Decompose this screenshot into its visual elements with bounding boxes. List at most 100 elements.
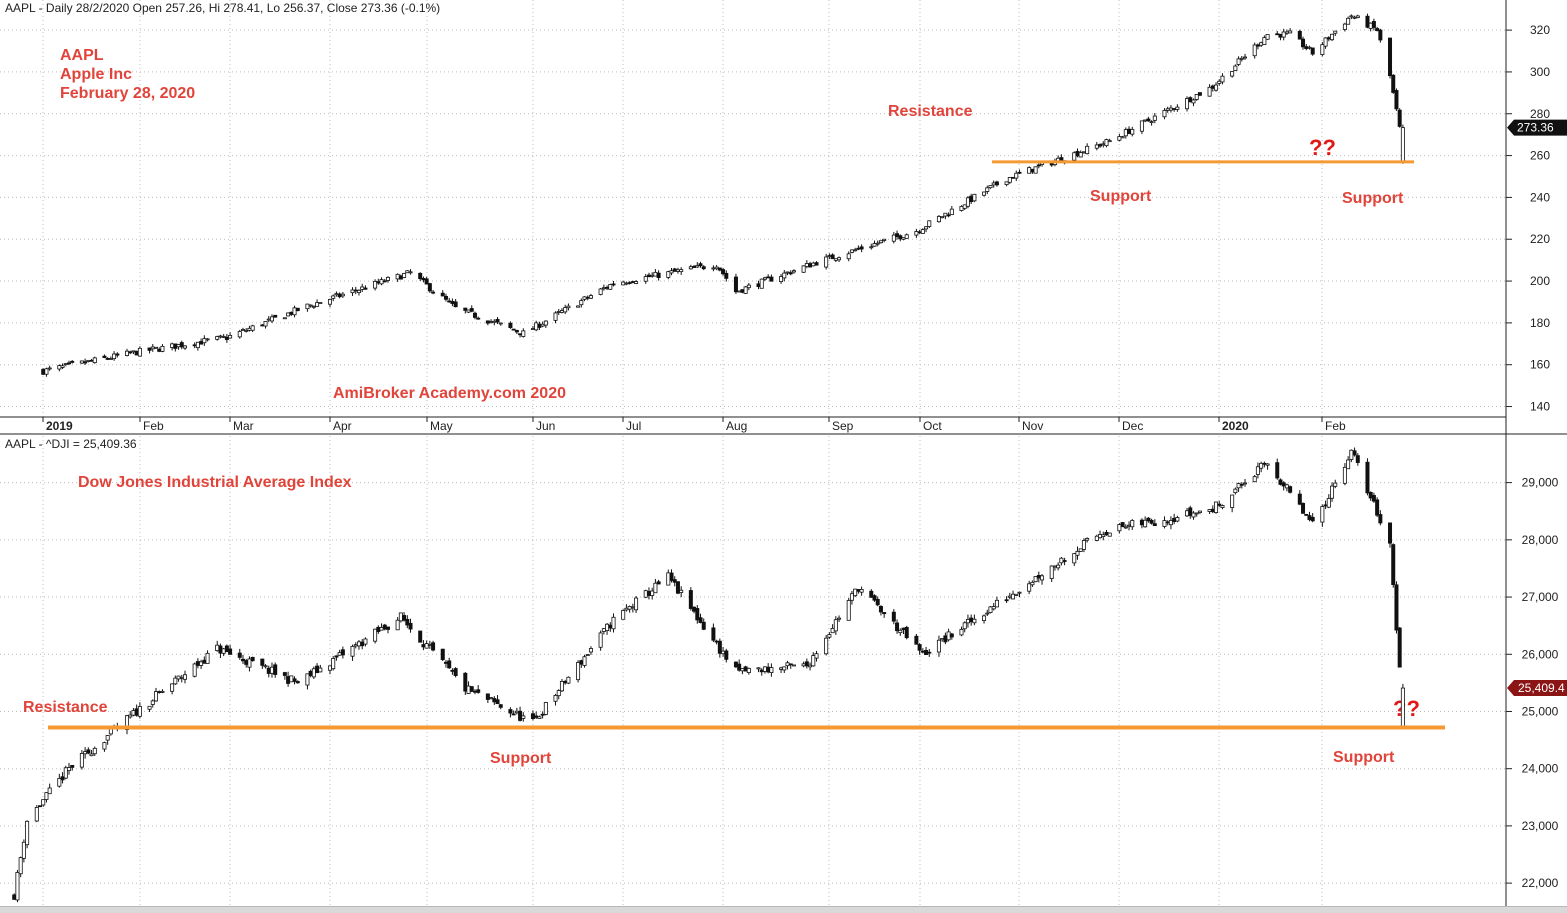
dji-candle bbox=[875, 598, 880, 606]
aapl-candle bbox=[1288, 30, 1293, 34]
dji-candle bbox=[608, 624, 613, 629]
dji-candle bbox=[331, 658, 336, 670]
aapl-candle bbox=[485, 320, 490, 324]
date-axis-label: 2019 bbox=[46, 419, 73, 433]
dji-candle bbox=[1052, 565, 1057, 568]
dji-candle bbox=[1139, 519, 1144, 526]
dji-candle bbox=[318, 667, 323, 673]
aapl-candle bbox=[582, 296, 587, 300]
dji-candle bbox=[395, 619, 400, 631]
aapl-candle bbox=[224, 336, 229, 340]
dji-candle bbox=[1107, 532, 1112, 537]
dji-candle bbox=[1207, 509, 1212, 512]
aapl-candle bbox=[147, 347, 152, 351]
aapl-candle bbox=[1301, 38, 1306, 48]
aapl-candle bbox=[63, 363, 68, 366]
ticker-label: AAPL bbox=[60, 47, 104, 64]
aapl-candle bbox=[315, 302, 320, 307]
aapl-candle bbox=[566, 305, 571, 309]
aapl-y-tick-label: 220 bbox=[1530, 232, 1550, 246]
dji-candle bbox=[1323, 504, 1328, 507]
aapl-candle bbox=[901, 237, 906, 240]
aapl-candle bbox=[1391, 74, 1396, 93]
aapl-candle bbox=[247, 327, 252, 331]
aapl-candle bbox=[112, 353, 117, 360]
dji-candle bbox=[1014, 593, 1019, 596]
dji-candle bbox=[1230, 494, 1235, 508]
aapl-candle bbox=[157, 348, 162, 352]
dji-candle bbox=[791, 664, 796, 667]
dji-candle bbox=[170, 683, 175, 692]
dji-candle bbox=[21, 841, 26, 859]
aapl-candle bbox=[1117, 136, 1122, 141]
date-label: February 28, 2020 bbox=[60, 85, 195, 102]
dji-candle bbox=[1394, 584, 1399, 631]
dji-candle bbox=[982, 615, 987, 621]
aapl-candle bbox=[1036, 164, 1041, 167]
aapl-candle bbox=[337, 293, 342, 298]
dji-candle bbox=[12, 894, 17, 900]
dji-price-axis: 22,000 23,000 24,000 25,000 26,000 27,000 28,0… bbox=[1506, 476, 1559, 890]
aapl-candle bbox=[282, 317, 287, 320]
aapl-candle bbox=[788, 272, 793, 275]
dji-candle bbox=[402, 615, 407, 621]
dji-candle bbox=[563, 681, 568, 684]
dji-candle bbox=[675, 581, 680, 594]
aapl-candle bbox=[1233, 65, 1238, 71]
dji-candle bbox=[692, 606, 697, 612]
aapl-candle bbox=[1320, 44, 1325, 55]
aapl-candle bbox=[1191, 99, 1196, 104]
aapl-candle bbox=[228, 334, 233, 339]
dji-candle bbox=[724, 650, 729, 660]
aapl-candle bbox=[134, 350, 139, 356]
aapl-y-tick-label: 140 bbox=[1530, 400, 1550, 414]
aapl-candle bbox=[782, 272, 787, 279]
aapl-candle bbox=[92, 357, 97, 364]
dji-candle bbox=[601, 628, 606, 632]
dji-candle bbox=[733, 661, 738, 668]
aapl-candle bbox=[221, 336, 226, 338]
aapl-candle bbox=[1239, 57, 1244, 60]
dji-candle bbox=[266, 667, 271, 674]
aapl-candle bbox=[791, 270, 796, 273]
dji-candle bbox=[160, 690, 165, 693]
dji-candle bbox=[431, 642, 436, 651]
dji-candle bbox=[898, 629, 903, 634]
aapl-candle bbox=[57, 365, 62, 370]
aapl-candle bbox=[1307, 46, 1312, 49]
dji-candle bbox=[566, 676, 571, 684]
dji-candle bbox=[131, 710, 136, 716]
dji-candle bbox=[714, 640, 719, 643]
dji-candle bbox=[260, 658, 265, 666]
aapl-candle bbox=[534, 322, 539, 331]
dji-candle bbox=[1168, 520, 1173, 526]
dji-candle bbox=[15, 872, 20, 901]
dji-candle bbox=[1355, 455, 1360, 463]
dji-candle bbox=[202, 659, 207, 664]
dji-candle bbox=[1365, 461, 1370, 494]
aapl-candle bbox=[869, 246, 874, 249]
dji-candle bbox=[576, 662, 581, 681]
date-axis-label: Apr bbox=[333, 419, 352, 433]
dji-candle bbox=[585, 654, 590, 656]
dji-candle bbox=[1165, 521, 1170, 524]
dji-candle bbox=[263, 665, 268, 668]
aapl-candle bbox=[924, 226, 929, 230]
dji-candle bbox=[611, 616, 616, 630]
dji-candle bbox=[240, 658, 245, 662]
dji-candle bbox=[282, 672, 287, 676]
aapl-candle bbox=[1220, 75, 1225, 83]
dji-candle bbox=[824, 637, 829, 655]
aapl-candle bbox=[946, 214, 951, 217]
aapl-candle bbox=[170, 343, 175, 348]
dji-candle bbox=[1191, 512, 1196, 518]
aapl-candle bbox=[453, 301, 458, 308]
sheet-tab-bar[interactable] bbox=[0, 906, 1567, 913]
aapl-candle bbox=[1172, 108, 1177, 110]
dji-candle bbox=[624, 607, 629, 611]
aapl-candle bbox=[1175, 106, 1180, 110]
dji-candle bbox=[450, 669, 455, 672]
dji-candle bbox=[89, 753, 94, 757]
dji-candle bbox=[92, 747, 97, 755]
aapl-candle bbox=[192, 344, 197, 347]
